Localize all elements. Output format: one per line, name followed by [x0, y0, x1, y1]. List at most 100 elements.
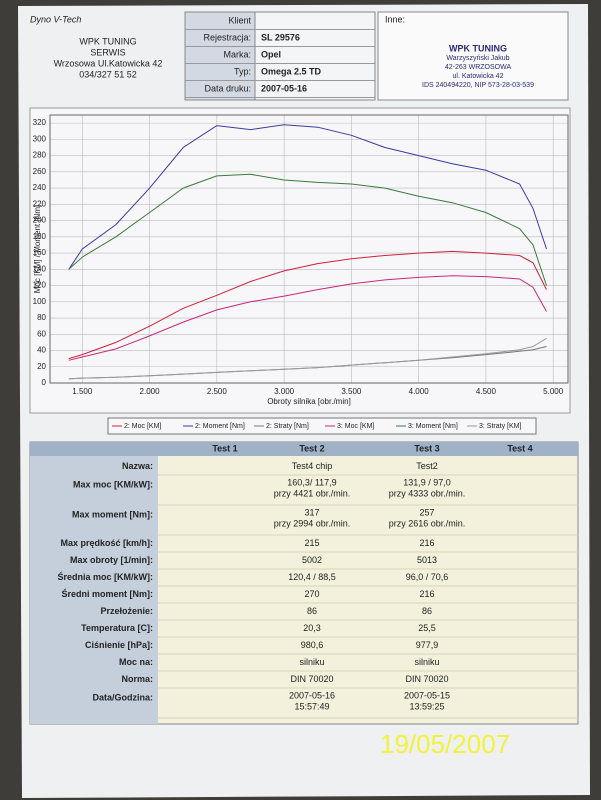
x-tick-label: 2.500: [207, 387, 228, 396]
x-axis-label: Obroty silnika [obr./min]: [267, 397, 351, 406]
field-label: Klient: [228, 15, 251, 25]
y-tick-label: 20: [37, 362, 46, 371]
y-tick-label: 100: [33, 297, 47, 306]
row-label: Średni moment [Nm]:: [61, 588, 153, 599]
x-tick-label: 1.500: [72, 387, 93, 396]
field-value: 2007-05-16: [261, 83, 307, 93]
cell-text: 216: [419, 589, 434, 599]
field-label: Typ:: [234, 66, 251, 76]
column-header: Test 4: [507, 443, 532, 453]
cell-text: przy 4333 obr./min.: [389, 488, 466, 498]
y-tick-label: 80: [37, 313, 46, 322]
row-label: Moc na:: [119, 657, 153, 667]
column-header: Test 1: [212, 443, 237, 453]
cell-text: silniku: [414, 657, 439, 667]
chart-frame: [29, 107, 571, 414]
cell-text: przy 2994 obr./min.: [274, 518, 351, 528]
stamp-line: ul. Katowicka 42: [453, 73, 504, 80]
cell-text: 270: [304, 589, 319, 599]
stamp-line: IDS 240494220, NIP 573-28-03-539: [422, 82, 534, 89]
row-label: Max moment [Nm]:: [72, 509, 153, 519]
legend-box: [107, 417, 537, 435]
cell-text: 317: [304, 507, 319, 517]
cell-text: DIN 70020: [405, 674, 448, 684]
field-value: Opel: [261, 49, 281, 59]
row-label: Max moc [KM/kW]:: [73, 479, 153, 489]
cell-text: 5002: [302, 555, 322, 565]
plot-area: [49, 114, 569, 384]
row-label: Średnia moc [KM/kW]:: [57, 571, 153, 582]
x-tick-label: 3.500: [341, 387, 362, 396]
series-line: [68, 275, 547, 361]
company-line: Wrzosowa Ul.Katowicka 42: [54, 58, 163, 68]
field-label: Data druku:: [204, 83, 251, 93]
y-tick-label: 320: [33, 118, 47, 127]
cell-text: 2007-05-15: [404, 690, 450, 700]
y-tick-label: 260: [33, 167, 47, 176]
legend-label: 3: Straty [KM]: [479, 423, 521, 430]
series-line: [68, 250, 547, 360]
cell-text: 5013: [417, 555, 437, 565]
legend-label: 3: Moc [KM]: [337, 423, 374, 430]
cell-text: 20,3: [303, 623, 321, 633]
legend-label: 2: Moment [Nm]: [195, 423, 245, 430]
y-tick-label: 160: [33, 248, 47, 257]
row-label: Ciśnienie [hPa]:: [85, 640, 153, 650]
y-tick-label: 300: [33, 134, 47, 143]
cell-text: 15:57:49: [294, 701, 329, 711]
field-value: SL 29576: [261, 32, 300, 42]
cell-text: 215: [304, 538, 319, 548]
row-label: Max prędkość [km/h]:: [60, 538, 153, 548]
y-tick-label: 140: [33, 264, 47, 273]
legend-label: 2: Straty [Nm]: [266, 423, 309, 430]
row-label: Przełożenie:: [100, 606, 153, 616]
y-tick-label: 0: [42, 378, 47, 387]
cell-text: 977,9: [416, 640, 439, 650]
cell-text: 120,4 / 88,5: [288, 572, 336, 582]
row-label: Data/Godzina:: [92, 692, 153, 702]
y-tick-label: 180: [33, 232, 47, 241]
field-label: Marka:: [223, 49, 251, 59]
cell-text: 216: [419, 538, 434, 548]
x-tick-label: 4.000: [409, 387, 430, 396]
y-axis-label: Moc [KM] / Moment [Nm]: [33, 205, 42, 293]
cell-text: 980,6: [301, 640, 324, 650]
y-tick-label: 120: [33, 281, 47, 290]
column-header: Test 3: [414, 443, 439, 453]
other-box: [377, 11, 569, 101]
cell-text: 13:59:25: [409, 701, 444, 711]
cell-text: silniku: [299, 657, 324, 667]
y-tick-label: 40: [37, 346, 46, 355]
series-line: [68, 124, 547, 270]
stamp-line: WPK TUNING: [449, 43, 507, 53]
y-tick-label: 60: [37, 329, 46, 338]
cell-text: 25,5: [418, 623, 436, 633]
y-tick-label: 280: [33, 151, 47, 160]
y-tick-label: 220: [33, 199, 47, 208]
cell-text: Test2: [416, 461, 438, 471]
legend-label: 3: Moment [Nm]: [408, 423, 458, 430]
cell-text: 257: [419, 507, 434, 517]
company-line: 034/327 51 52: [79, 69, 137, 79]
date-stamp: 19/05/2007: [380, 729, 510, 759]
cell-text: 86: [307, 606, 317, 616]
cell-text: przy 2616 obr./min.: [389, 518, 466, 528]
cell-text: DIN 70020: [290, 674, 333, 684]
y-tick-label: 200: [33, 216, 47, 225]
stamp-line: 42-263 WRZOSOWA: [445, 64, 512, 71]
legend-label: 2: Moc [KM]: [124, 423, 161, 430]
row-label: Max obroty [1/min]:: [70, 555, 153, 565]
field-label: Rejestracja:: [203, 32, 251, 42]
x-tick-label: 4.500: [476, 387, 497, 396]
company-line: WPK TUNING: [79, 36, 136, 46]
field-value: Omega 2.5 TD: [261, 66, 322, 76]
column-header: Test 2: [299, 443, 324, 453]
stamp-line: Warzyszyński Jakub: [446, 55, 509, 62]
cell-text: 96,0 / 70,6: [406, 572, 449, 582]
row-label: Temperatura [C]:: [81, 623, 153, 633]
table-header: [30, 442, 578, 456]
cell-text: 2007-05-16: [289, 690, 335, 700]
vehicle-values: [254, 11, 376, 101]
